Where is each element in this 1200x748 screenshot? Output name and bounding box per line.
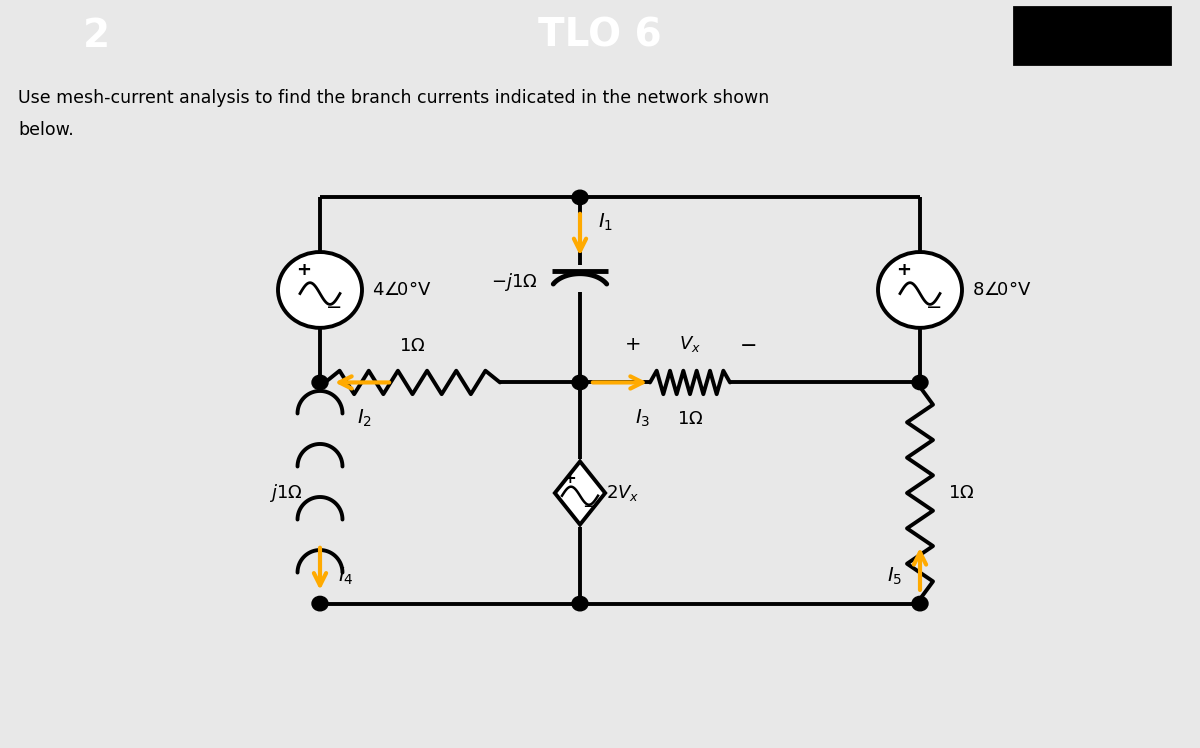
Text: $4\angle\!0°\mathrm{V}$: $4\angle\!0°\mathrm{V}$ (372, 281, 431, 299)
Text: $I_1$: $I_1$ (598, 212, 613, 233)
Circle shape (312, 596, 328, 611)
Text: 2: 2 (83, 16, 109, 55)
Text: +: + (564, 471, 576, 486)
Text: $8\angle\!0°\mathrm{V}$: $8\angle\!0°\mathrm{V}$ (972, 281, 1031, 299)
Text: $V_x$: $V_x$ (679, 334, 701, 354)
Text: Use mesh-current analysis to find the branch currents indicated in the network s: Use mesh-current analysis to find the br… (18, 89, 769, 107)
Text: $-j1\Omega$: $-j1\Omega$ (492, 271, 538, 292)
Text: −: − (326, 298, 342, 317)
Text: $2V_x$: $2V_x$ (606, 483, 640, 503)
Text: +: + (896, 261, 912, 279)
Circle shape (572, 375, 588, 390)
Circle shape (312, 375, 328, 390)
Text: $I_5$: $I_5$ (887, 565, 902, 587)
Text: $1\Omega$: $1\Omega$ (400, 337, 426, 355)
Circle shape (912, 375, 928, 390)
Text: $I_2$: $I_2$ (358, 408, 372, 429)
Text: $1\Omega$: $1\Omega$ (948, 484, 974, 502)
Text: $I_3$: $I_3$ (635, 408, 650, 429)
Polygon shape (554, 462, 605, 524)
Circle shape (912, 596, 928, 611)
Text: $j1\Omega$: $j1\Omega$ (269, 482, 302, 504)
Text: +: + (296, 261, 312, 279)
Circle shape (278, 252, 362, 328)
Text: $I_4$: $I_4$ (338, 565, 354, 587)
Text: −: − (926, 298, 942, 317)
Circle shape (572, 190, 588, 205)
Circle shape (572, 596, 588, 611)
Circle shape (878, 252, 962, 328)
Text: below.: below. (18, 120, 73, 138)
Text: TLO 6: TLO 6 (538, 16, 662, 55)
Text: $-$: $-$ (739, 334, 757, 354)
Text: $1\Omega$: $1\Omega$ (677, 410, 703, 428)
Text: $+$: $+$ (624, 334, 640, 354)
Text: −: − (582, 497, 598, 515)
Bar (1014, 7, 1170, 64)
